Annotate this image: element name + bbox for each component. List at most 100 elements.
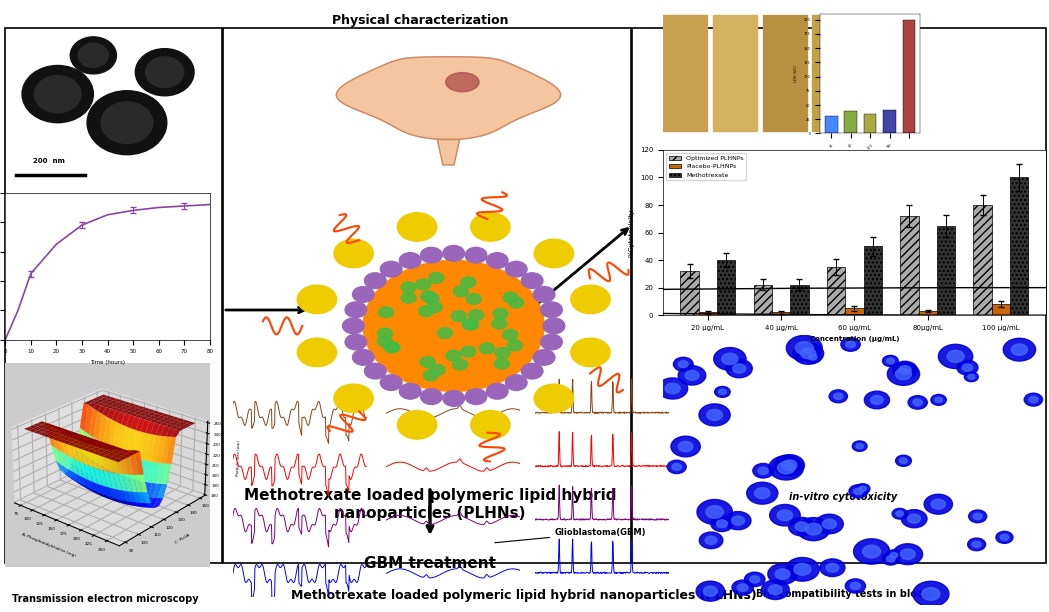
Bar bbox=[753, 285, 772, 315]
Circle shape bbox=[697, 499, 732, 524]
Circle shape bbox=[1000, 534, 1009, 540]
Bar bbox=[772, 312, 790, 315]
Polygon shape bbox=[337, 57, 560, 140]
Circle shape bbox=[381, 261, 402, 277]
Circle shape bbox=[87, 91, 167, 155]
Circle shape bbox=[754, 488, 770, 499]
Circle shape bbox=[400, 253, 421, 268]
Bar bbox=[825, 116, 837, 133]
Circle shape bbox=[707, 409, 723, 420]
Circle shape bbox=[504, 292, 518, 303]
Circle shape bbox=[487, 253, 508, 268]
Circle shape bbox=[135, 49, 194, 95]
Circle shape bbox=[887, 363, 920, 386]
Circle shape bbox=[672, 463, 682, 470]
Circle shape bbox=[768, 585, 783, 595]
Bar bbox=[663, 15, 707, 131]
Circle shape bbox=[856, 444, 863, 449]
X-axis label: Time (hours): Time (hours) bbox=[90, 360, 125, 365]
Circle shape bbox=[859, 486, 866, 491]
Bar bbox=[812, 15, 856, 131]
Bar bbox=[718, 260, 735, 315]
Circle shape bbox=[471, 411, 510, 439]
Circle shape bbox=[381, 375, 402, 390]
Circle shape bbox=[809, 354, 817, 360]
Circle shape bbox=[732, 580, 753, 595]
Text: Glioblastoma(GBM): Glioblastoma(GBM) bbox=[495, 528, 646, 543]
X-axis label: A: Phosphatidylcholine (mg): A: Phosphatidylcholine (mg) bbox=[21, 532, 77, 558]
Circle shape bbox=[896, 368, 912, 379]
Circle shape bbox=[571, 285, 611, 313]
Circle shape bbox=[415, 279, 431, 289]
Circle shape bbox=[795, 341, 813, 354]
Circle shape bbox=[506, 375, 527, 390]
Bar bbox=[1010, 177, 1028, 315]
Text: Bio-Compatibility tests in blood: Bio-Compatibility tests in blood bbox=[755, 589, 930, 599]
Circle shape bbox=[935, 397, 942, 403]
Circle shape bbox=[421, 247, 443, 263]
Circle shape bbox=[900, 458, 907, 463]
Circle shape bbox=[363, 261, 544, 391]
Circle shape bbox=[462, 319, 477, 330]
Circle shape bbox=[492, 318, 507, 329]
Bar bbox=[712, 15, 756, 131]
Circle shape bbox=[731, 516, 745, 525]
Bar bbox=[919, 311, 937, 315]
Circle shape bbox=[679, 365, 706, 385]
Circle shape bbox=[521, 273, 543, 288]
Text: Transmission electron microscopy: Transmission electron microscopy bbox=[12, 594, 198, 604]
Circle shape bbox=[443, 390, 465, 406]
Circle shape bbox=[758, 467, 768, 474]
Text: Methotrexate loaded polymeric lipid hybrid: Methotrexate loaded polymeric lipid hybr… bbox=[243, 488, 616, 503]
Circle shape bbox=[79, 43, 108, 67]
Circle shape bbox=[737, 584, 748, 591]
Circle shape bbox=[697, 581, 725, 601]
Circle shape bbox=[493, 308, 508, 319]
Circle shape bbox=[968, 510, 987, 523]
Bar bbox=[763, 15, 807, 131]
Circle shape bbox=[673, 357, 693, 371]
Text: 200  nm: 200 nm bbox=[34, 158, 65, 164]
Circle shape bbox=[378, 328, 392, 339]
Circle shape bbox=[421, 389, 443, 405]
Circle shape bbox=[453, 286, 468, 297]
Circle shape bbox=[297, 285, 337, 313]
Circle shape bbox=[465, 247, 487, 263]
Circle shape bbox=[777, 510, 793, 521]
Circle shape bbox=[750, 576, 759, 583]
Circle shape bbox=[893, 544, 923, 565]
Circle shape bbox=[345, 334, 367, 350]
Circle shape bbox=[699, 404, 730, 426]
Circle shape bbox=[534, 239, 574, 267]
Circle shape bbox=[930, 395, 946, 405]
Circle shape bbox=[1029, 397, 1037, 403]
Circle shape bbox=[973, 513, 982, 520]
Circle shape bbox=[891, 553, 898, 558]
Circle shape bbox=[794, 564, 811, 575]
Circle shape bbox=[1011, 344, 1028, 356]
Circle shape bbox=[479, 343, 494, 354]
Bar bbox=[883, 110, 896, 133]
Circle shape bbox=[777, 461, 795, 474]
Circle shape bbox=[822, 519, 836, 529]
Circle shape bbox=[900, 549, 915, 559]
Circle shape bbox=[509, 297, 523, 308]
Circle shape bbox=[893, 361, 917, 379]
Circle shape bbox=[352, 286, 374, 302]
Circle shape bbox=[502, 329, 518, 340]
Circle shape bbox=[714, 386, 730, 397]
Circle shape bbox=[421, 357, 435, 368]
Circle shape bbox=[957, 360, 978, 375]
Circle shape bbox=[862, 545, 880, 558]
Circle shape bbox=[423, 370, 438, 381]
Polygon shape bbox=[437, 140, 459, 165]
Circle shape bbox=[753, 463, 773, 478]
Circle shape bbox=[770, 504, 800, 526]
Text: scanning microscopy (CLSM): scanning microscopy (CLSM) bbox=[764, 291, 922, 301]
Circle shape bbox=[913, 581, 949, 606]
Circle shape bbox=[913, 399, 922, 406]
Circle shape bbox=[852, 441, 868, 451]
Text: Physical characterization: Physical characterization bbox=[331, 14, 509, 27]
Bar bbox=[973, 205, 991, 315]
Circle shape bbox=[703, 586, 718, 596]
